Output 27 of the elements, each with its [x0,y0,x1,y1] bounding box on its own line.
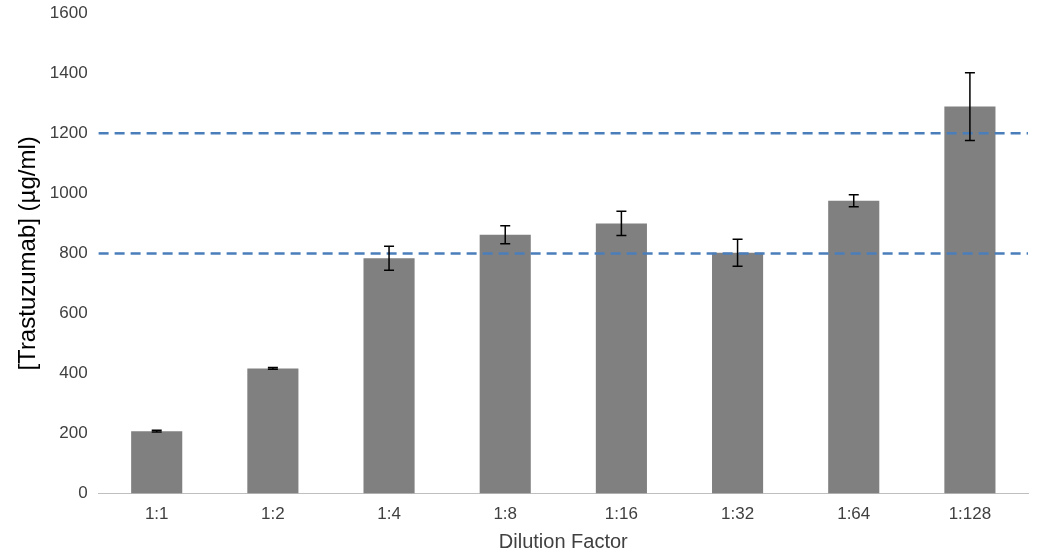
bar [828,200,880,494]
x-tick-label: 1:16 [604,504,638,524]
x-axis-title: Dilution Factor [498,529,629,552]
y-tick-label: 1000 [49,183,88,203]
y-tick-label: 0 [78,483,88,503]
y-tick-label: 400 [59,363,88,383]
y-tick-label: 1400 [49,62,88,82]
x-tick-label: 1:128 [948,504,992,524]
y-tick-label: 600 [59,303,88,323]
y-tick-label: 1600 [49,2,88,22]
bar [944,106,996,494]
bar [479,234,531,494]
x-tick-label: 1:1 [144,504,169,524]
x-tick-label: 1:64 [837,504,871,524]
x-tick-label: 1:2 [261,504,285,524]
x-tick-label: 1:4 [377,504,401,524]
bar [712,252,764,494]
bar [595,223,647,494]
bar [131,431,183,494]
y-tick-label: 200 [59,423,88,443]
x-tick-label: 1:8 [493,504,518,524]
bar [363,258,415,494]
bar [247,368,299,494]
y-tick-label: 800 [59,243,88,263]
y-tick-label: 1200 [49,122,88,142]
x-tick-label: 1:32 [721,504,755,524]
y-axis-title: [Trastuzumab] (µg/ml) [13,136,41,371]
